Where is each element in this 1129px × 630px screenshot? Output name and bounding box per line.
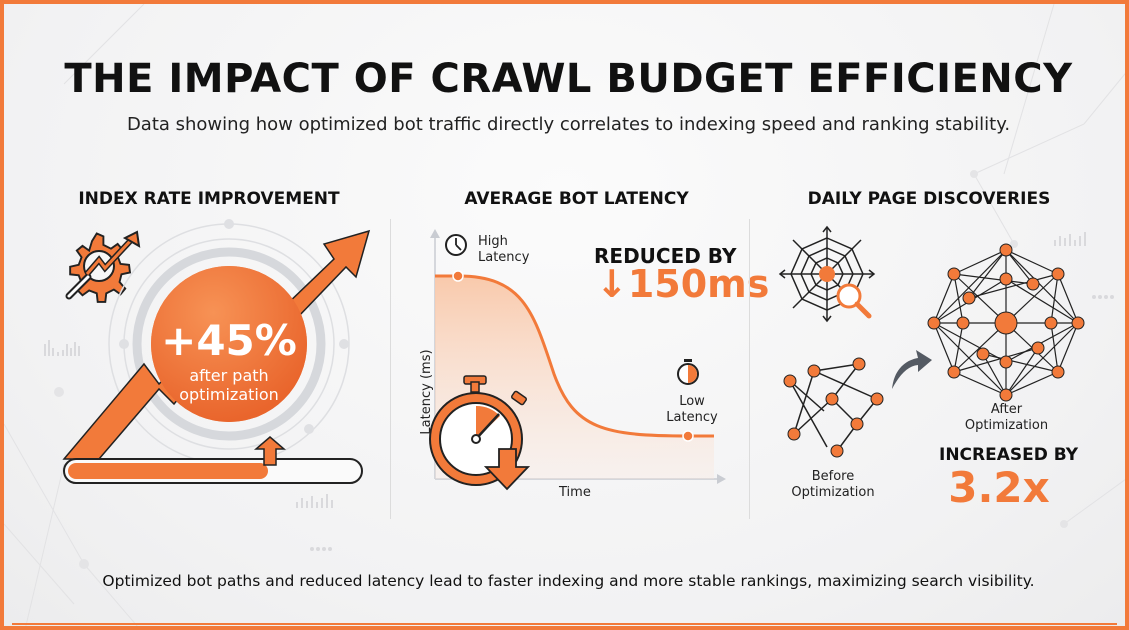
index-rate-caption: after path optimization [144,366,314,404]
gear-magnifier-growth-icon [65,230,141,303]
down-arrow-icon: ↓ [596,262,628,306]
high-label-line-1: High [478,234,508,249]
caption-line-1: after path [189,366,269,385]
low-label-line-1: Low [679,394,705,409]
footer-accent-line [12,623,1117,625]
low-latency-label: Low Latency [664,394,720,426]
caption-line-2: optimization [179,385,279,404]
stopwatch-icon [429,375,531,491]
after-label-line-1: After [990,402,1023,417]
x-axis-label: Time [559,485,591,500]
discoveries-callout-label: INCREASED BY [939,445,1079,465]
clock-icon [445,234,467,256]
latency-value: 150ms [627,262,770,306]
before-label-line-2: Optimization [791,485,875,500]
page-subtitle: Data showing how optimized bot traffic d… [126,114,1011,135]
after-network-graph [927,243,1085,402]
low-label-line-2: Latency [666,410,718,425]
spider-web-search-icon [778,225,876,323]
before-network-graph [783,357,884,458]
panel-divider [390,219,391,519]
y-axis-label: Latency (ms) [419,349,434,435]
transition-arrow-icon [892,350,932,389]
latency-callout-label: REDUCED BY [594,244,737,268]
panel-title-index-rate: INDEX RATE IMPROVEMENT [78,189,340,209]
high-label-line-2: Latency [478,250,530,265]
discoveries-callout-value: 3.2x [948,463,1050,512]
before-optimization-label: Before Optimization [778,469,888,501]
panel-divider [749,219,750,519]
after-optimization-label: After Optimization [949,402,1064,434]
latency-chart [429,229,726,491]
small-stopwatch-icon [677,359,699,385]
high-latency-label: High Latency [478,234,529,266]
after-label-line-2: Optimization [964,418,1049,433]
panel-title-page-discoveries: DAILY PAGE DISCOVERIES [807,189,1051,209]
background-network-decoration [4,4,1125,626]
index-growth-graphic [62,219,371,484]
latency-callout-value: ↓150ms [596,262,769,306]
footer-summary: Optimized bot paths and reduced latency … [102,572,1035,590]
page-title: THE IMPACT OF CRAWL BUDGET EFFICIENCY [64,56,1073,102]
index-rate-metric: +45% [161,316,297,365]
before-label-line-1: Before [811,469,855,484]
panel-title-bot-latency: AVERAGE BOT LATENCY [464,189,689,209]
